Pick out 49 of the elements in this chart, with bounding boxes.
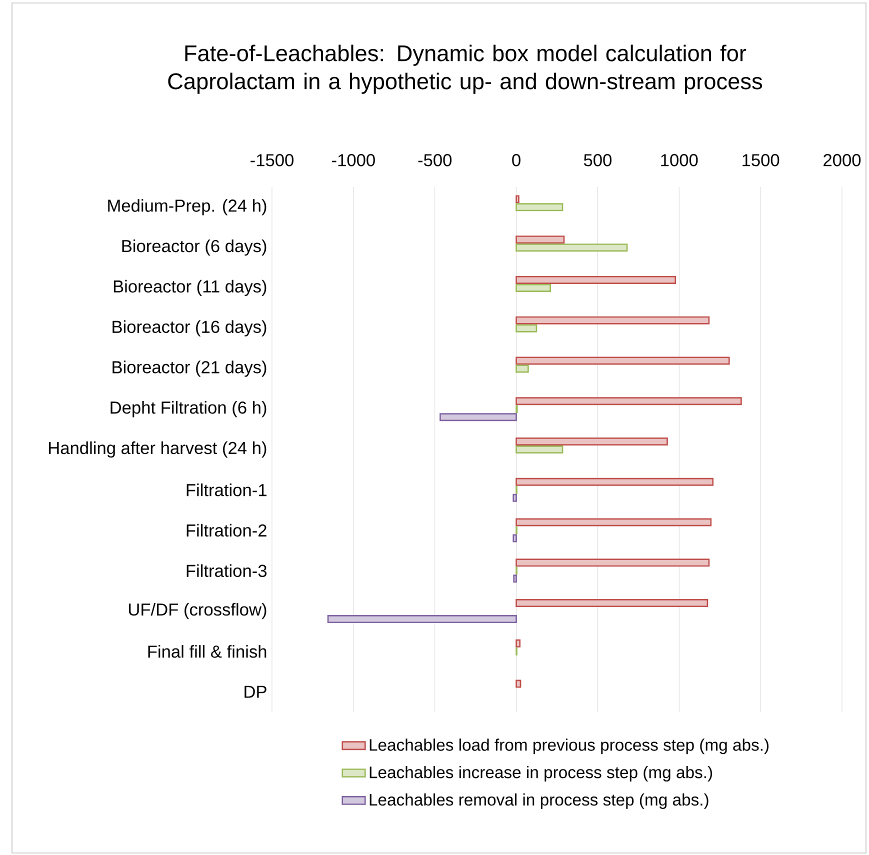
x-tick-label: -1000: [332, 154, 375, 166]
bar: [516, 276, 676, 284]
x-tick-label: 1000: [661, 154, 698, 166]
y-tick-label: Bioreactor (21 days): [112, 360, 266, 377]
x-tick-label: -1500: [250, 154, 294, 166]
y-tick-label: Bioreactor (16 days): [112, 320, 266, 336]
bar: [516, 639, 521, 648]
y-tick-label: Handling after harvest (24 h): [49, 441, 266, 458]
bar: [516, 397, 742, 406]
bar: [516, 356, 730, 365]
x-tick-label: 2000: [824, 154, 861, 166]
y-tick-label: DP: [244, 686, 266, 698]
legend-label: Leachables removal in process step (mg abs.): [370, 793, 708, 809]
bar: [516, 364, 529, 373]
legend-label: Leachables increase in process step (mg abs.): [370, 766, 712, 782]
chart-title: Fate-of-Leachables: Dynamic box model calculation for Caprolactam in a hypothetic up- and down-stream process: [168, 44, 762, 94]
y-tick-label: Medium-Prep. (24 h): [108, 199, 266, 216]
x-tick-label: 1500: [742, 154, 780, 166]
y-tick-label: Filtration-3: [186, 564, 267, 578]
bar: [516, 324, 538, 332]
x-tick-label: 500: [584, 154, 612, 166]
y-tick-label: Bioreactor (6 days): [122, 239, 266, 256]
y-tick-label: Final fill & finish: [148, 645, 266, 658]
bar: [516, 599, 708, 608]
y-tick-label: Filtration-1: [186, 484, 266, 496]
x-tick-label: -500: [418, 154, 452, 166]
legend-label: Leachables load from previous process step (mg abs.): [370, 738, 768, 754]
y-tick-label: UF/DF (crossflow): [129, 602, 266, 620]
bar: [516, 680, 522, 688]
bar: [516, 558, 710, 567]
bar: [512, 494, 517, 502]
bar: [516, 478, 714, 486]
bar: [516, 445, 564, 454]
y-tick-label: Depht Filtration (6 h): [110, 401, 266, 418]
bar: [516, 203, 564, 212]
y-tick-label: Bioreactor (11 days): [114, 280, 266, 296]
bar: [516, 518, 712, 526]
bar: [516, 236, 565, 244]
bar: [516, 195, 520, 204]
bar: [516, 284, 551, 292]
bar: [327, 615, 517, 624]
x-tick-label: 0: [512, 154, 520, 166]
bar: [513, 574, 517, 583]
bar: [516, 244, 628, 252]
bar: [516, 437, 668, 446]
bar: [516, 316, 710, 324]
bar: [440, 413, 517, 422]
bar: [512, 534, 517, 542]
y-tick-label: Filtration-2: [186, 524, 266, 537]
